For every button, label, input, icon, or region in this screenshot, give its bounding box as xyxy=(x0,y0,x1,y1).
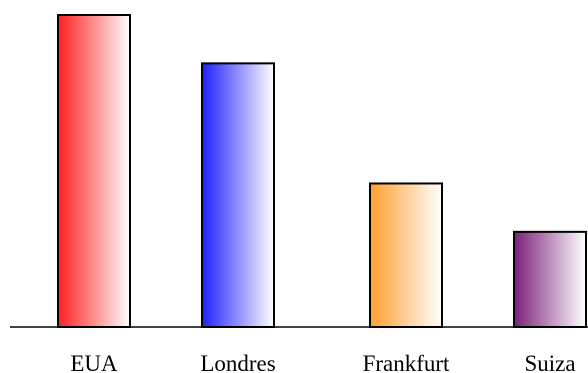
x-tick-label-suiza: Suiza xyxy=(524,351,575,373)
bar-suiza xyxy=(513,230,587,328)
x-tick-label-eua: EUA xyxy=(70,351,118,373)
bars-group xyxy=(57,14,587,329)
x-tick-labels: EUA Londres Frankfurt Suiza xyxy=(70,351,575,373)
bar-frankfurt xyxy=(369,182,443,328)
bar-eua xyxy=(57,14,131,328)
x-tick-label-frankfurt: Frankfurt xyxy=(363,351,450,373)
x-tick-label-londres: Londres xyxy=(200,351,275,373)
bar-londres xyxy=(201,62,275,329)
